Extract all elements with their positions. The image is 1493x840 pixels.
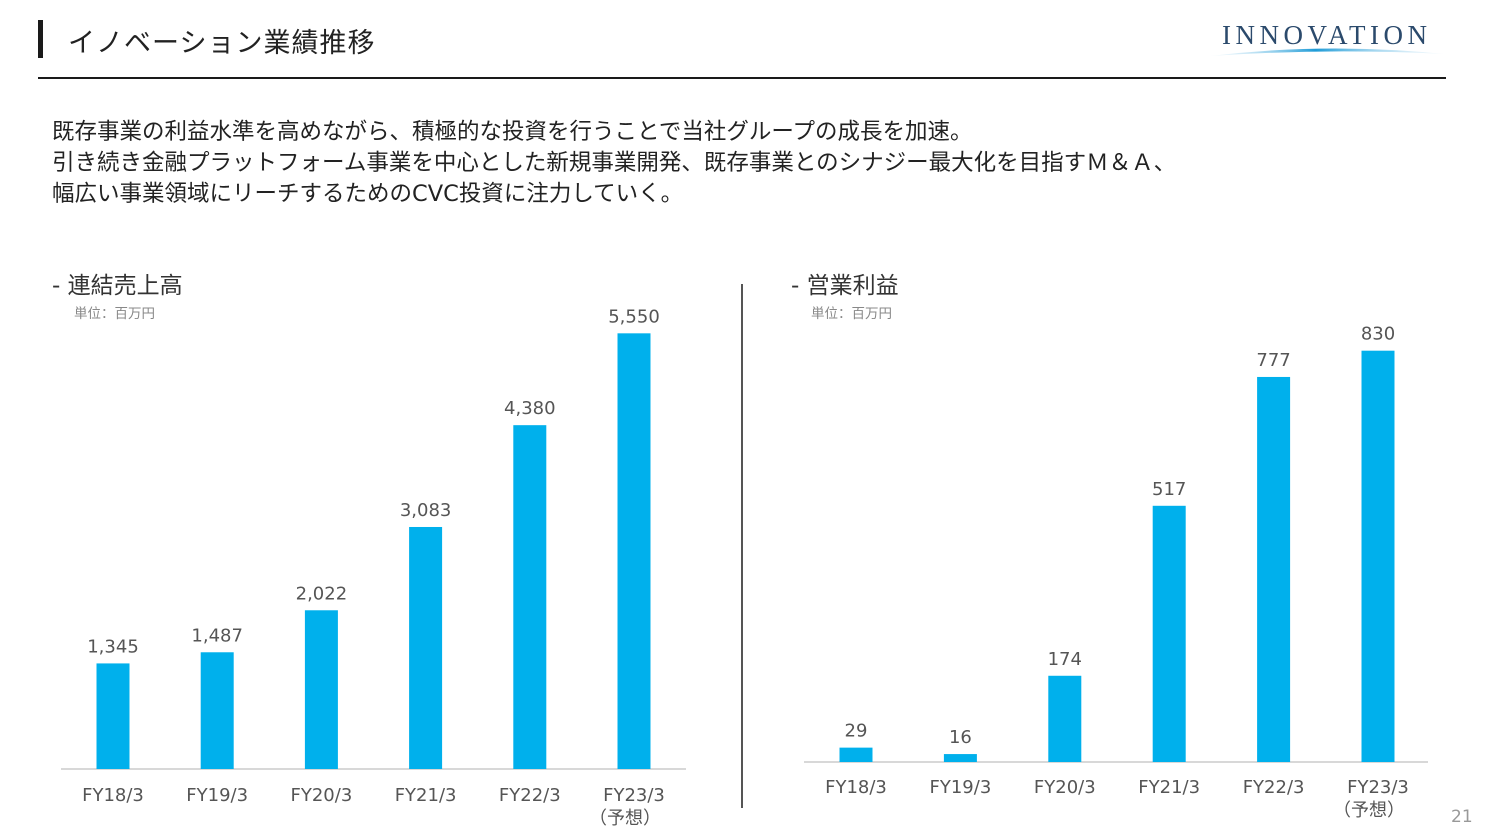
x-tick-note: （予想） bbox=[589, 808, 661, 829]
x-tick-note: （予想） bbox=[1333, 800, 1405, 821]
title-accent-bar bbox=[38, 20, 43, 58]
intro-line: 幅広い事業領域にリーチするためのCVC投資に注力していく。 bbox=[52, 181, 684, 207]
page-title: イノベーション業績推移 bbox=[68, 28, 376, 59]
data-label: 29 bbox=[845, 721, 868, 742]
header-rule bbox=[38, 77, 1446, 79]
intro-text: 既存事業の利益水準を高めながら、積極的な投資を行うことで当社グループの成長を加速… bbox=[52, 117, 1176, 210]
profit-chart-title: - 営業利益 bbox=[791, 273, 899, 299]
data-label: 2,022 bbox=[296, 583, 348, 604]
x-tick-label: FY23/3 bbox=[1347, 777, 1409, 798]
bar-FY18/3 bbox=[96, 663, 130, 769]
data-label: 16 bbox=[949, 727, 972, 748]
x-tick-label: FY19/3 bbox=[186, 785, 248, 806]
bar-FY18/3 bbox=[839, 747, 873, 762]
x-tick-label: FY23/3 bbox=[603, 785, 665, 806]
logo-swoosh-icon bbox=[1210, 48, 1444, 56]
x-tick-label: FY22/3 bbox=[499, 785, 561, 806]
chart-divider bbox=[741, 284, 743, 808]
bar-FY23/3 bbox=[617, 333, 651, 769]
data-label: 517 bbox=[1152, 479, 1186, 500]
profit-chart-unit: 単位：百万円 bbox=[811, 306, 892, 322]
data-label: 1,487 bbox=[191, 625, 243, 646]
x-tick-label: FY21/3 bbox=[395, 785, 457, 806]
x-tick-label: FY18/3 bbox=[82, 785, 144, 806]
bar-FY19/3 bbox=[943, 754, 977, 762]
data-label: 830 bbox=[1361, 324, 1395, 345]
data-label: 5,550 bbox=[608, 306, 660, 327]
sales-chart-title: - 連結売上高 bbox=[52, 273, 183, 299]
bar-FY19/3 bbox=[200, 652, 234, 769]
x-tick-label: FY18/3 bbox=[825, 777, 887, 798]
data-label: 1,345 bbox=[87, 636, 139, 657]
bar-FY21/3 bbox=[409, 526, 443, 769]
sales-bar-chart: 1,345 FY18/3 1,487 FY19/3 2,022 FY20/3 3,083 FY… bbox=[61, 306, 686, 829]
data-label: 3,083 bbox=[400, 500, 452, 521]
bar-FY22/3 bbox=[1257, 376, 1291, 762]
bar-FY23/3 bbox=[1361, 350, 1395, 762]
intro-line: 引き続き金融プラットフォーム事業を中心とした新規事業開発、既存事業とのシナジー最… bbox=[52, 150, 1177, 176]
bar-FY22/3 bbox=[513, 425, 547, 769]
data-label: 174 bbox=[1048, 649, 1082, 670]
bar-FY20/3 bbox=[304, 610, 338, 769]
x-tick-label: FY21/3 bbox=[1138, 777, 1200, 798]
x-tick-label: FY20/3 bbox=[291, 785, 353, 806]
data-label: 4,380 bbox=[504, 398, 556, 419]
sales-chart-unit: 単位：百万円 bbox=[74, 306, 155, 322]
page-number: 21 bbox=[1451, 807, 1473, 827]
x-tick-label: FY20/3 bbox=[1034, 777, 1096, 798]
innovation-logo: INNOVATION bbox=[1208, 18, 1446, 62]
data-label: 777 bbox=[1256, 350, 1290, 371]
logo-text: INNOVATION bbox=[1222, 20, 1432, 50]
x-tick-label: FY22/3 bbox=[1243, 777, 1305, 798]
x-tick-label: FY19/3 bbox=[930, 777, 992, 798]
bar-FY21/3 bbox=[1152, 505, 1186, 762]
bar-FY20/3 bbox=[1048, 675, 1082, 762]
intro-line: 既存事業の利益水準を高めながら、積極的な投資を行うことで当社グループの成長を加速… bbox=[52, 119, 973, 145]
